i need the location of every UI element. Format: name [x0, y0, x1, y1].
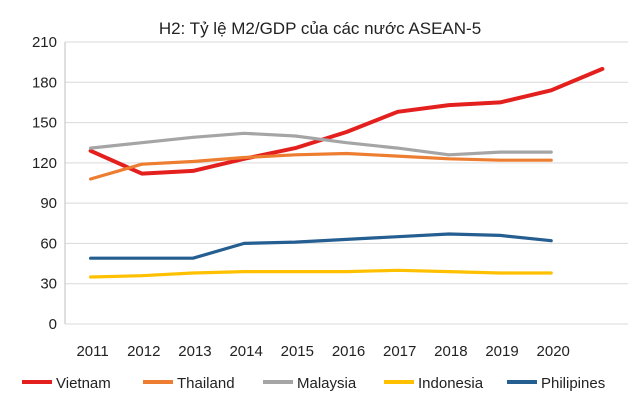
x-axis: 2011 2012 2013 2014 2015 2016 2017 2018 2019 2020 [76, 343, 569, 360]
y-tick-label: 0 [49, 316, 57, 333]
series-lines [88, 66, 605, 279]
legend-label-philipines: Philipines [541, 375, 605, 392]
y-tick-label: 60 [40, 235, 57, 252]
x-tick-label: 2013 [178, 343, 211, 360]
y-tick-label: 120 [32, 155, 57, 172]
y-axis: 0 30 60 90 120 150 180 210 [32, 34, 66, 333]
series-line-indonesia [88, 268, 553, 279]
x-tick-label: 2017 [383, 343, 416, 360]
series-line-philipines [88, 232, 553, 260]
legend-label-thailand: Thailand [177, 375, 235, 392]
y-tick-label: 90 [40, 195, 57, 212]
y-tick-label: 150 [32, 115, 57, 132]
x-tick-label: 2019 [485, 343, 518, 360]
x-tick-label: 2016 [332, 343, 365, 360]
legend-label-malaysia: Malaysia [297, 375, 357, 392]
chart-title: H2: Tỷ lệ M2/GDP của các nước ASEAN-5 [159, 19, 481, 38]
x-tick-label: 2018 [434, 343, 467, 360]
x-tick-label: 2020 [537, 343, 570, 360]
legend: Vietnam Thailand Malaysia Indonesia Philipin… [22, 375, 605, 392]
y-tick-label: 180 [32, 74, 57, 91]
legend-label-indonesia: Indonesia [418, 375, 484, 392]
x-tick-label: 2012 [127, 343, 160, 360]
x-tick-label: 2015 [281, 343, 314, 360]
x-tick-label: 2011 [76, 343, 108, 360]
y-tick-label: 210 [32, 34, 57, 51]
y-tick-label: 30 [40, 276, 57, 293]
series-line-malaysia [88, 131, 553, 157]
x-tick-label: 2014 [229, 343, 262, 360]
series-line-thailand [88, 151, 553, 181]
grid [65, 41, 628, 325]
series-line-vietnam [88, 66, 605, 176]
legend-label-vietnam: Vietnam [56, 375, 111, 392]
